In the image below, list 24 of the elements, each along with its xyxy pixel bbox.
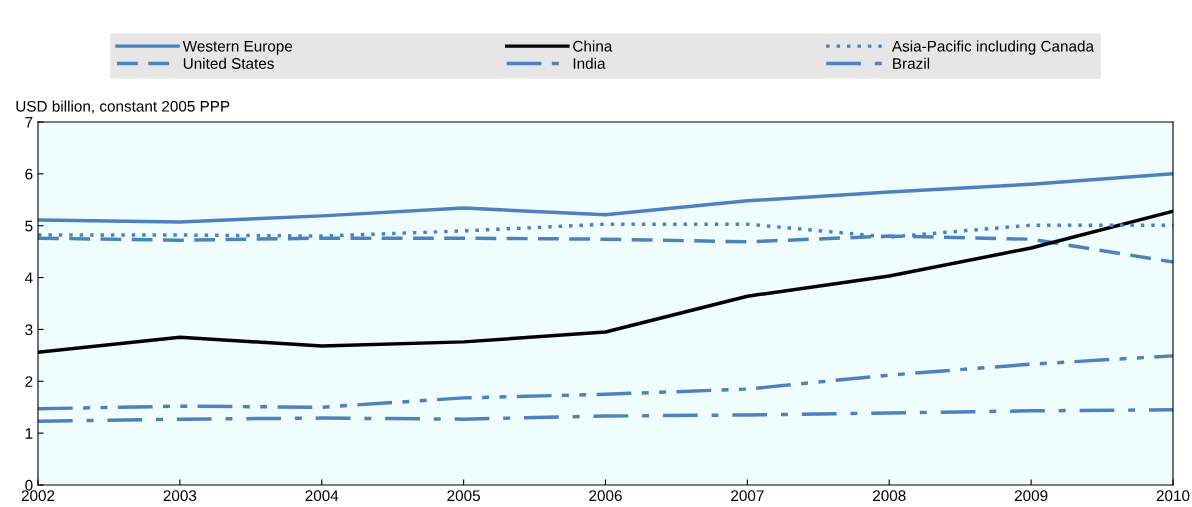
legend-label: Brazil xyxy=(893,57,930,69)
legend-label: India xyxy=(573,57,606,69)
x-tick-label: 2008 xyxy=(873,490,906,502)
x-tick-label: 2002 xyxy=(21,490,55,502)
x-tick-label: 2003 xyxy=(163,490,197,502)
y-axis-title: USD billion, constant 2005 PPP xyxy=(16,100,230,114)
legend-label: Western Europe xyxy=(182,40,293,55)
legend-label: United States xyxy=(183,57,274,69)
y-tick-label: 2 xyxy=(25,376,33,387)
y-tick-label: 5 xyxy=(25,220,33,232)
y-tick-label: 1 xyxy=(25,428,33,439)
x-tick-label: 2004 xyxy=(305,490,339,502)
x-tick-label: 2010 xyxy=(1156,490,1190,502)
y-tick-label: 3 xyxy=(25,324,33,336)
legend-label: China xyxy=(573,40,613,52)
y-tick-label: 4 xyxy=(24,272,33,284)
y-tick-label: 6 xyxy=(25,168,33,180)
x-tick-label: 2005 xyxy=(447,490,480,502)
y-tick-label: 0 xyxy=(25,479,33,491)
x-tick-label: 2009 xyxy=(1014,490,1048,502)
y-tick-label: 7 xyxy=(25,117,33,128)
legend-label: Asia-Pacific including Canada xyxy=(891,40,1095,55)
x-tick-label: 2006 xyxy=(589,490,622,502)
x-tick-label: 2007 xyxy=(731,490,764,502)
